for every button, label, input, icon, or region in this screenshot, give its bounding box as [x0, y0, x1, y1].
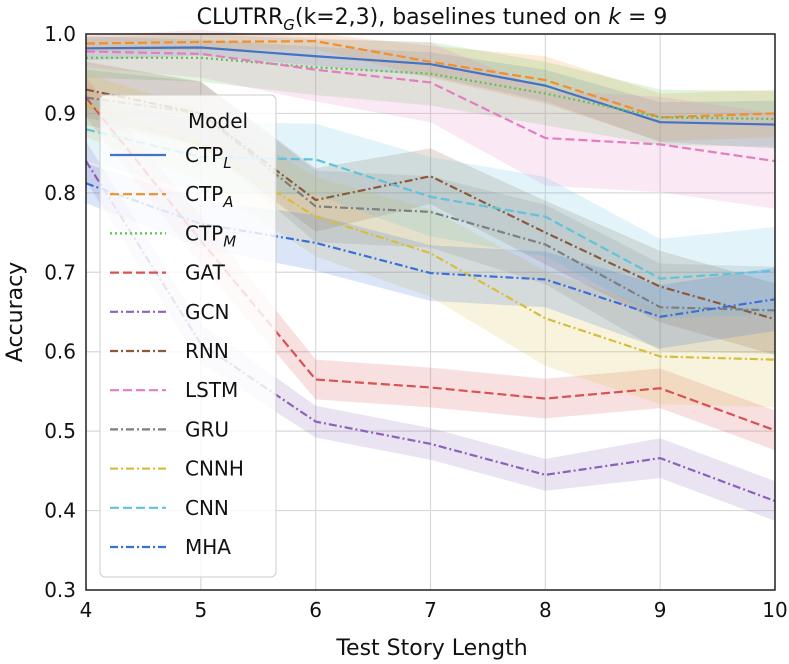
legend-label-rnn: RNN [185, 339, 229, 363]
legend-label-name: GAT [185, 261, 226, 285]
legend-label-gat: GAT [185, 261, 226, 285]
band-lstm [86, 30, 775, 209]
y-axis-label: Accuracy [3, 262, 28, 362]
y-tick-label: 1.0 [44, 22, 76, 46]
legend-label-name: GRU [185, 417, 229, 441]
title-rest: (k=2,3), baselines tuned on [295, 5, 608, 30]
y-tick-labels: 0.3 0.4 0.5 0.6 0.7 0.8 0.9 1.0 [44, 22, 76, 602]
title-main: CLUTRR [197, 5, 284, 30]
y-tick-label: 0.7 [44, 260, 76, 284]
y-tick-label: 0.3 [44, 578, 76, 602]
band-ctp-a [86, 33, 775, 142]
chart-title: CLUTRRG(k=2,3), baselines tuned on k = 9 [197, 5, 668, 34]
series-line-lstm [85, 50, 776, 163]
legend-label-ctp-l: CTPL [185, 143, 232, 172]
series-line-mha [85, 182, 776, 318]
x-tick-label: 4 [80, 598, 93, 622]
series-line-ctp-l [85, 46, 776, 126]
x-axis-label: Test Story Length [335, 636, 527, 661]
title-variable: k [608, 5, 622, 30]
legend-label-name: CNNH [185, 457, 244, 481]
y-tick-label: 0.4 [44, 499, 76, 523]
legend-box [99, 94, 277, 578]
x-tick-label: 10 [762, 598, 787, 622]
legend-label-gcn: GCN [185, 300, 229, 324]
x-tick-labels: 4 5 6 7 8 9 10 [80, 598, 788, 622]
legend: ModelCTPLCTPACTPMGATGCNRNNLSTMGRUCNNHCNN… [99, 94, 277, 578]
legend-label-name: MHA [185, 535, 231, 559]
title-subscript: G [283, 16, 295, 34]
y-tick-label: 0.9 [44, 101, 76, 125]
x-tick-label: 5 [194, 598, 207, 622]
legend-label-subscript: L [223, 154, 231, 172]
legend-label-lstm: LSTM [185, 378, 238, 402]
x-tick-label: 9 [654, 598, 667, 622]
legend-label-name: CNN [185, 496, 229, 520]
series-line-ctp-m [86, 56, 776, 121]
legend-label-cnn: CNN [185, 496, 229, 520]
title-equals: = 9 [621, 5, 667, 30]
legend-title: Model [188, 109, 248, 133]
x-tick-label: 6 [309, 598, 322, 622]
legend-label-cnnh: CNNH [185, 457, 244, 481]
legend-label-name: CTP [185, 221, 223, 245]
legend-label-name: RNN [185, 339, 229, 363]
y-tick-label: 0.5 [44, 419, 76, 443]
y-tick-label: 0.6 [44, 340, 76, 364]
series-line-ctp-a [85, 40, 776, 119]
x-tick-label: 7 [424, 598, 437, 622]
legend-label-name: CTP [185, 182, 223, 206]
legend-label-name: LSTM [185, 378, 238, 402]
y-tick-label: 0.8 [44, 181, 76, 205]
legend-label-subscript: A [222, 193, 233, 211]
legend-label-ctp-m: CTPM [185, 221, 236, 250]
x-tick-label: 8 [539, 598, 552, 622]
legend-label-mha: MHA [185, 535, 231, 559]
legend-label-name: GCN [185, 300, 229, 324]
band-ctp-l [86, 36, 775, 149]
legend-label-gru: GRU [185, 417, 229, 441]
legend-label-ctp-a: CTPA [185, 182, 234, 211]
plot-frame [85, 33, 776, 591]
legend-label-name: CTP [185, 143, 223, 167]
series-line-cnnh [85, 104, 776, 361]
legend-label-subscript: M [223, 232, 236, 250]
